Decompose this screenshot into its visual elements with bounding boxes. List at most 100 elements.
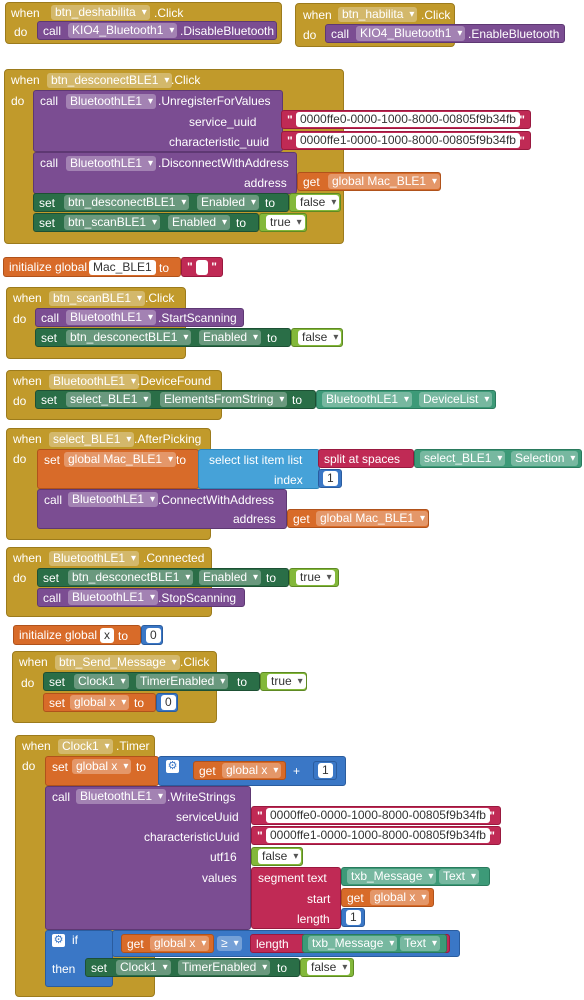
logic-false[interactable]: false xyxy=(251,847,303,866)
variable-name-field[interactable]: x xyxy=(100,628,114,643)
call-connect-with-address[interactable]: call BluetoothLE1 .ConnectWithAddress ad… xyxy=(37,489,287,529)
logic-value-dropdown[interactable]: false xyxy=(258,849,302,864)
component-dropdown[interactable]: txb_Message xyxy=(347,869,437,884)
set-global-mac[interactable]: set global Mac_BLE1 to xyxy=(37,449,199,489)
logic-value-dropdown[interactable]: true xyxy=(267,674,306,689)
logic-true[interactable]: true xyxy=(260,672,307,691)
select-list-item[interactable]: select list item list index xyxy=(198,449,320,489)
component-dropdown[interactable]: txb_Message xyxy=(308,936,398,951)
logic-value-dropdown[interactable]: false xyxy=(296,195,340,210)
component-dropdown[interactable]: btn_habilita xyxy=(338,7,418,22)
property-dropdown[interactable]: Text xyxy=(400,936,441,951)
logic-false[interactable]: false xyxy=(300,958,354,977)
component-dropdown[interactable]: Clock1 xyxy=(116,960,171,975)
set-desconect-enabled[interactable]: set btn_desconectBLE1 Enabled to xyxy=(37,568,289,587)
characteristic-uuid-field[interactable]: 0000ffe1-0000-1000-8000-00805f9b34fb xyxy=(266,828,490,843)
set-clock-timer-enabled[interactable]: set Clock1 TimerEnabled to xyxy=(85,958,300,977)
number-field[interactable]: 1 xyxy=(346,910,361,925)
component-dropdown[interactable]: BluetoothLE1 xyxy=(49,374,140,389)
call-disconnect-with-address[interactable]: call BluetoothLE1 .DisconnectWithAddress… xyxy=(33,152,297,194)
component-dropdown[interactable]: btn_scanBLE1 xyxy=(64,215,161,230)
get-global-mac[interactable]: get global Mac_BLE1 xyxy=(287,509,429,528)
component-dropdown[interactable]: BluetoothLE1 xyxy=(66,310,157,325)
component-dropdown[interactable]: BluetoothLE1 xyxy=(66,94,157,109)
component-dropdown[interactable]: btn_desconectBLE1 xyxy=(68,570,194,585)
init-global-mac[interactable]: initialize global Mac_BLE1 to xyxy=(3,257,181,277)
logic-false[interactable]: false xyxy=(291,328,343,347)
call-unregister-for-values[interactable]: call BluetoothLE1 .UnregisterForValues s… xyxy=(33,90,283,152)
variable-dropdown[interactable]: global x xyxy=(222,763,282,778)
property-dropdown[interactable]: Enabled xyxy=(199,570,262,585)
property-dropdown[interactable]: Enabled xyxy=(197,195,260,210)
get-selection[interactable]: select_BLE1 Selection xyxy=(414,449,582,468)
set-scan-enabled[interactable]: set btn_scanBLE1 Enabled to xyxy=(33,213,259,232)
property-dropdown[interactable]: Enabled xyxy=(168,215,231,230)
variable-dropdown[interactable]: global Mac_BLE1 xyxy=(328,174,441,189)
logic-false[interactable]: false xyxy=(289,193,341,212)
get-device-list[interactable]: BluetoothLE1 DeviceList xyxy=(316,390,496,409)
component-dropdown[interactable]: BluetoothLE1 xyxy=(66,156,157,171)
call-start-scanning[interactable]: call BluetoothLE1 .StartScanning xyxy=(35,308,244,327)
component-dropdown[interactable]: btn_desconectBLE1 xyxy=(66,330,192,345)
segment-text[interactable]: segment text start length xyxy=(251,867,341,929)
variable-dropdown[interactable]: global x xyxy=(72,759,132,774)
component-dropdown[interactable]: BluetoothLE1 xyxy=(68,590,159,605)
property-dropdown[interactable]: TimerEnabled xyxy=(136,674,229,689)
component-dropdown[interactable]: BluetoothLE1 xyxy=(49,551,140,566)
number-field[interactable]: 1 xyxy=(323,471,338,486)
logic-value-dropdown[interactable]: true xyxy=(296,570,335,585)
component-dropdown[interactable]: btn_Send_Message xyxy=(55,655,180,670)
property-dropdown[interactable]: DeviceList xyxy=(419,392,493,407)
mutator-gear-icon[interactable]: ⚙ xyxy=(52,934,65,947)
variable-dropdown[interactable]: global Mac_BLE1 xyxy=(64,452,177,467)
set-desconect-enabled[interactable]: set btn_desconectBLE1 Enabled to xyxy=(35,328,291,347)
text-service-uuid[interactable]: " 0000ffe0-0000-1000-8000-00805f9b34fb " xyxy=(251,806,501,825)
property-dropdown[interactable]: Text xyxy=(439,869,480,884)
set-elements-from-string[interactable]: set select_BLE1 ElementsFromString to xyxy=(35,390,316,409)
number-index[interactable]: 1 xyxy=(318,469,342,488)
text-empty[interactable]: " " xyxy=(181,257,223,277)
text-characteristic-uuid[interactable]: " 0000ffe1-0000-1000-8000-00805f9b34fb " xyxy=(251,826,501,845)
call-stop-scanning[interactable]: call BluetoothLE1 .StopScanning xyxy=(37,588,245,607)
characteristic-uuid-field[interactable]: 0000ffe1-0000-1000-8000-00805f9b34fb xyxy=(296,133,520,148)
call-write-strings[interactable]: call BluetoothLE1 .WriteStrings serviceU… xyxy=(45,786,251,930)
get-message-text[interactable]: txb_Message Text xyxy=(302,934,447,953)
number-field[interactable]: 0 xyxy=(161,695,176,710)
property-dropdown[interactable]: ElementsFromString xyxy=(160,392,288,407)
init-global-x[interactable]: initialize global x to xyxy=(13,625,141,645)
logic-value-dropdown[interactable]: false xyxy=(307,960,351,975)
property-dropdown[interactable]: Selection xyxy=(511,451,579,466)
service-uuid-field[interactable]: 0000ffe0-0000-1000-8000-00805f9b34fb xyxy=(296,112,520,127)
get-global-x[interactable]: get global x xyxy=(193,761,286,780)
compare-operator-dropdown[interactable]: ≥ xyxy=(217,936,242,951)
variable-dropdown[interactable]: global x xyxy=(370,890,430,905)
text-service-uuid[interactable]: " 0000ffe0-0000-1000-8000-00805f9b34fb " xyxy=(281,110,531,129)
variable-dropdown[interactable]: global Mac_BLE1 xyxy=(316,511,429,526)
service-uuid-field[interactable]: 0000ffe0-0000-1000-8000-00805f9b34fb xyxy=(266,808,490,823)
split-at-spaces[interactable]: split at spaces xyxy=(318,449,414,468)
get-global-x[interactable]: get global x xyxy=(121,934,214,953)
number-zero[interactable]: 0 xyxy=(156,693,178,712)
number-field[interactable]: 1 xyxy=(318,763,333,778)
number-zero[interactable]: 0 xyxy=(141,625,163,645)
number-one[interactable]: 1 xyxy=(341,908,365,927)
component-dropdown[interactable]: BluetoothLE1 xyxy=(322,392,413,407)
logic-true[interactable]: true xyxy=(259,213,307,232)
number-field[interactable]: 0 xyxy=(146,628,161,643)
get-global-x[interactable]: get global x xyxy=(341,888,434,907)
logic-value-dropdown[interactable]: true xyxy=(266,215,305,230)
set-global-x[interactable]: set global x to xyxy=(45,756,159,786)
component-dropdown[interactable]: KIO4_Bluetooth1 xyxy=(68,23,178,38)
component-dropdown[interactable]: btn_deshabilita xyxy=(51,5,150,20)
component-dropdown[interactable]: BluetoothLE1 xyxy=(76,789,167,804)
component-dropdown[interactable]: btn_desconectBLE1 xyxy=(47,73,173,88)
variable-dropdown[interactable]: global x xyxy=(150,936,210,951)
component-dropdown[interactable]: btn_scanBLE1 xyxy=(49,291,146,306)
set-desconect-enabled[interactable]: set btn_desconectBLE1 Enabled to xyxy=(33,193,289,212)
get-message-text[interactable]: txb_Message Text xyxy=(341,867,490,886)
component-dropdown[interactable]: select_BLE1 xyxy=(420,451,506,466)
property-dropdown[interactable]: Enabled xyxy=(199,330,262,345)
component-dropdown[interactable]: BluetoothLE1 xyxy=(68,492,159,507)
if-block[interactable]: ⚙ if then xyxy=(45,930,113,987)
property-dropdown[interactable]: TimerEnabled xyxy=(178,960,271,975)
